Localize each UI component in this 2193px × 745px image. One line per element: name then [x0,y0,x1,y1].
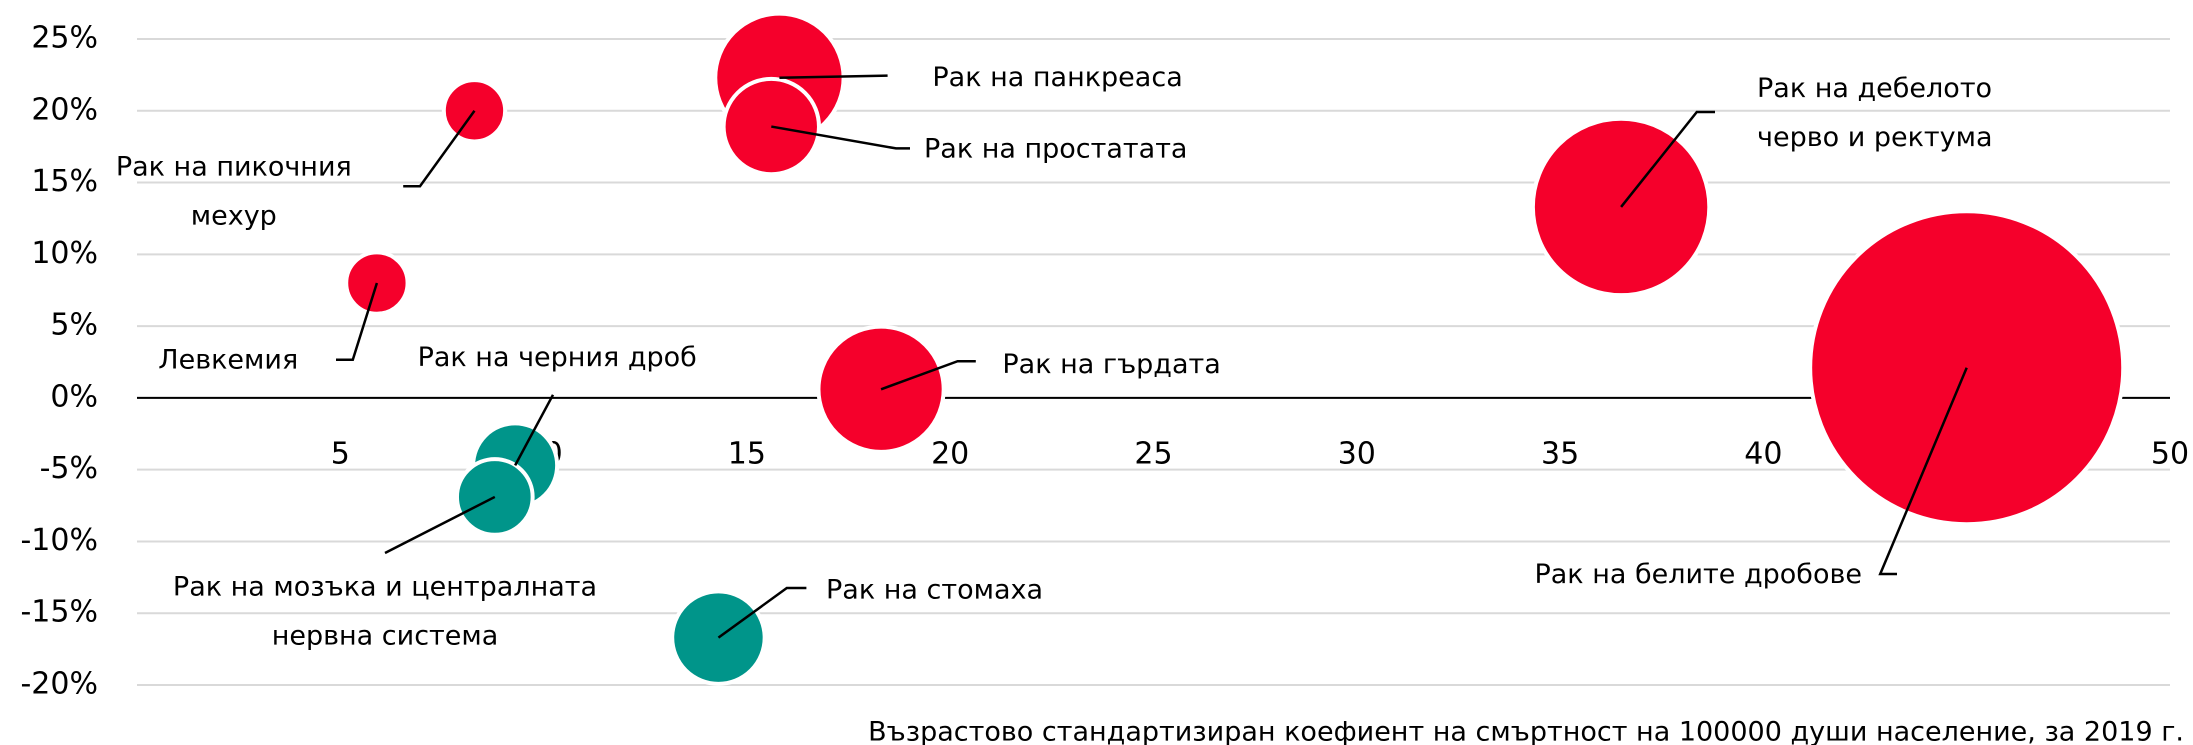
bubble [721,76,821,177]
leader-line [1620,110,1715,208]
y-tick-label: 10% [31,236,98,271]
bubble-label: Рак на простатата [924,133,1187,164]
leader-line [403,110,476,188]
bubble-label: Рак на панкреаса [932,62,1182,93]
bubble [670,589,767,686]
bubble-label: Левкемия [158,345,298,376]
bubble-label: Рак на пикочния [116,152,352,183]
leader-line [514,394,555,466]
bubble-label: Рак на черния дроб [418,342,697,373]
leader-line [1878,367,1968,576]
y-tick-label: 25% [31,21,98,56]
leader-line [880,359,976,391]
leader-line [771,125,910,150]
y-tick-label: -20% [20,667,98,702]
x-axis-label: Възрастово стандартизиран коефиент на см… [868,717,2184,745]
bubble-label: Рак на мозъка и централната [173,572,597,603]
x-tick-label: 20 [931,436,969,471]
x-tick-label: 35 [1541,436,1579,471]
x-tick-label: 40 [1744,436,1782,471]
bubble-label: Рак на белите дробове [1534,559,1862,590]
y-tick-label: -5% [40,451,98,486]
y-tick-label: -15% [20,595,98,630]
leader-line [384,495,496,555]
bubble-label: мехур [191,201,277,232]
bubble-label: Рак на дебелото [1757,73,1992,104]
bubble-label: черво и ректума [1757,122,1993,153]
y-tick-label: 0% [50,379,98,414]
x-tick-label: 50 [2151,436,2189,471]
y-tick-label: 5% [50,308,98,343]
y-tick-label: 15% [31,164,98,199]
y-tick-label: -10% [20,523,98,558]
leader-line [717,586,807,639]
bubble [1808,209,2126,527]
x-tick-label: 30 [1338,436,1376,471]
leader-line [779,74,888,80]
y-tick-label: 20% [31,92,98,127]
x-tick-label: 5 [331,436,350,471]
leader-line [336,282,379,362]
bubble-label: нервна система [272,621,499,652]
x-tick-label: 15 [728,436,766,471]
x-tick-label: 25 [1134,436,1172,471]
bubble-label: Рак на гърдата [1002,349,1220,380]
bubble-label: Рак на стомаха [826,574,1043,605]
